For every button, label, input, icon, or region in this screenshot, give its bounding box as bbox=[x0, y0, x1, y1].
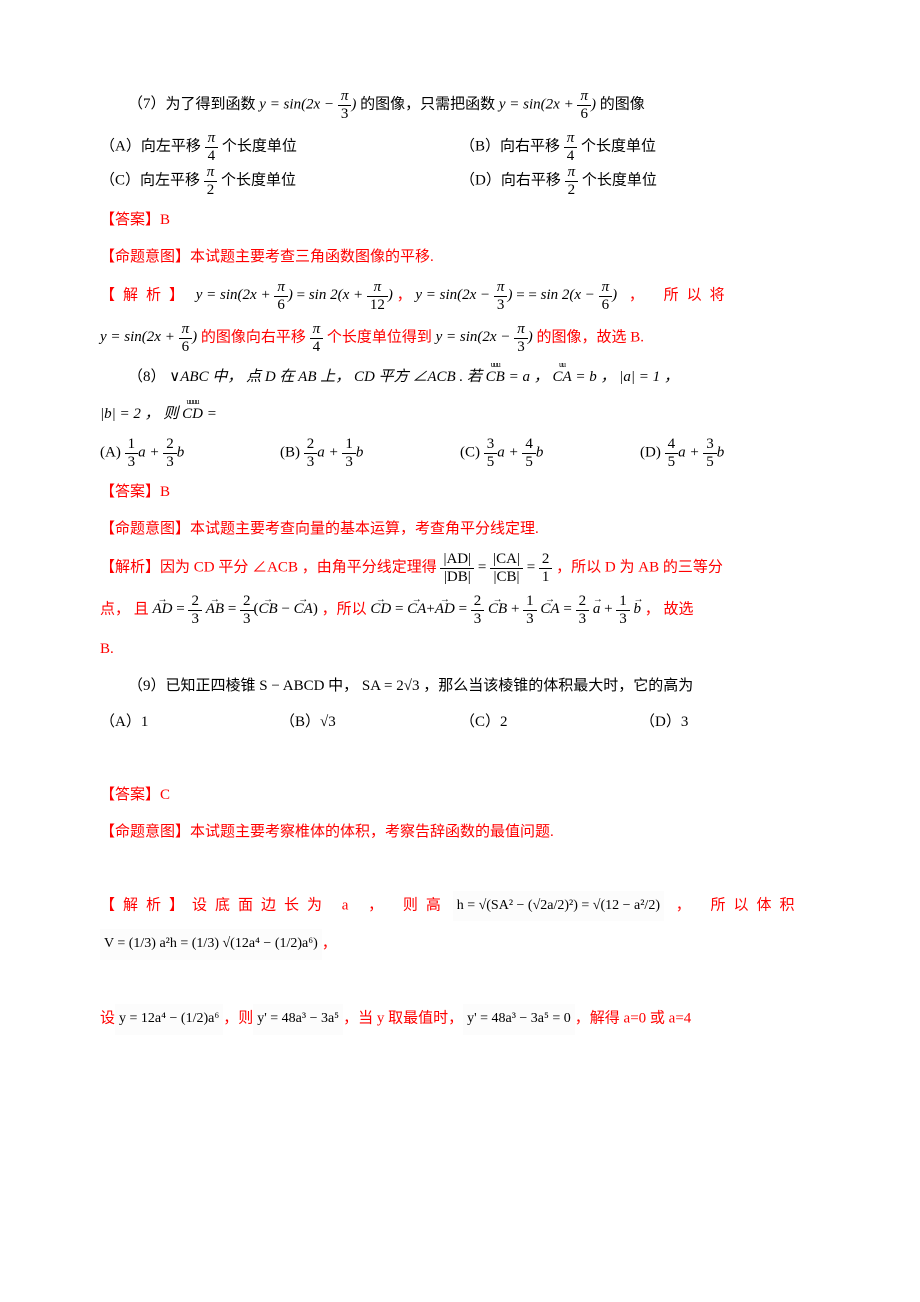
q7-stem: （7）为了得到函数 y = sin(2x − π3) 的图像，只需把函数 y =… bbox=[100, 88, 820, 122]
q7-explanation-1: 【解析】 y = sin(2x + π6) = sin 2(x + π12) ，… bbox=[100, 279, 820, 313]
q8-optA: (A) 13a + 23b bbox=[100, 436, 280, 470]
q7-explanation-2: y = sin(2x + π6) 的图像向右平移 π4 个长度单位得到 y = … bbox=[100, 321, 820, 355]
q7-options: （A）向左平移 π4 个长度单位 （B）向右平移 π4 个长度单位 （C）向左平… bbox=[100, 130, 820, 198]
q7-optA: （A）向左平移 bbox=[100, 138, 205, 154]
q8-options: (A) 13a + 23b (B) 23a + 13b (C) 35a + 45… bbox=[100, 436, 820, 470]
q8-explanation-1: 【解析】因为 CD 平分 ∠ACB ，由角平分线定理得 |AD||DB| = |… bbox=[100, 551, 820, 585]
q8-optC: (C) 35a + 45b bbox=[460, 436, 640, 470]
q8-explanation-3: B. bbox=[100, 635, 820, 664]
formula-h: h = √(SA² − (√2a/2)²) = √(12 − a²/2) bbox=[453, 891, 664, 922]
q9-explanation-2: V = (1/3) a²h = (1/3) √(12a⁴ − (1/2)a⁶)， bbox=[100, 929, 820, 960]
formula-yp: y' = 48a³ − 3a⁵ bbox=[253, 1004, 343, 1035]
q9-options: （A）1 （B）√3 （C）2 （D）3 bbox=[100, 708, 820, 737]
formula-y: y = 12a⁴ − (1/2)a⁶ bbox=[115, 1004, 223, 1035]
q9-explanation-3: 设y = 12a⁴ − (1/2)a⁶，则y' = 48a³ − 3a⁵，当 y… bbox=[100, 1004, 820, 1035]
q7-optC: （C）向左平移 bbox=[100, 172, 204, 188]
q8-stem: （8） ∨ABC 中， 点 D 在 AB 上， CD 平方 ∠ACB . 若 C… bbox=[100, 363, 820, 392]
q9-answer: 【答案】C bbox=[100, 781, 820, 810]
q8-intent: 【命题意图】本试题主要考查向量的基本运算，考查角平分线定理. bbox=[100, 515, 820, 544]
q9-optD: （D）3 bbox=[640, 708, 820, 737]
q9-optB: （B）√3 bbox=[280, 708, 460, 737]
q9-optC: （C）2 bbox=[460, 708, 640, 737]
q8-optB: (B) 23a + 13b bbox=[280, 436, 460, 470]
q9-intent: 【命题意图】本试题主要考察椎体的体积，考察告辞函数的最值问题. bbox=[100, 818, 820, 847]
q9-explanation-1: 【解析】设底面边长为 a ， 则高 h = √(SA² − (√2a/2)²) … bbox=[100, 891, 820, 922]
q9-optA: （A）1 bbox=[100, 708, 280, 737]
q7-optB: （B）向右平移 bbox=[460, 138, 564, 154]
q7-answer: 【答案】B bbox=[100, 206, 820, 235]
formula-v: V = (1/3) a²h = (1/3) √(12a⁴ − (1/2)a⁶) bbox=[100, 929, 322, 960]
q8-stem-2: |b| = 2 ， 则 CD = bbox=[100, 400, 820, 429]
q8-optD: (D) 45a + 35b bbox=[640, 436, 820, 470]
q7-intent: 【命题意图】本试题主要考查三角函数图像的平移. bbox=[100, 243, 820, 272]
q7-optD: （D）向右平移 bbox=[460, 172, 565, 188]
q8-explanation-2: 点， 且 AD = 23 AB = 23(CB − CA) ，所以 CD = C… bbox=[100, 593, 820, 627]
q8-answer: 【答案】B bbox=[100, 478, 820, 507]
formula-yp0: y' = 48a³ − 3a⁵ = 0 bbox=[463, 1004, 575, 1035]
q9-stem: （9）已知正四棱锥 S − ABCD 中， SA = 2√3 ，那么当该棱锥的体… bbox=[100, 672, 820, 701]
